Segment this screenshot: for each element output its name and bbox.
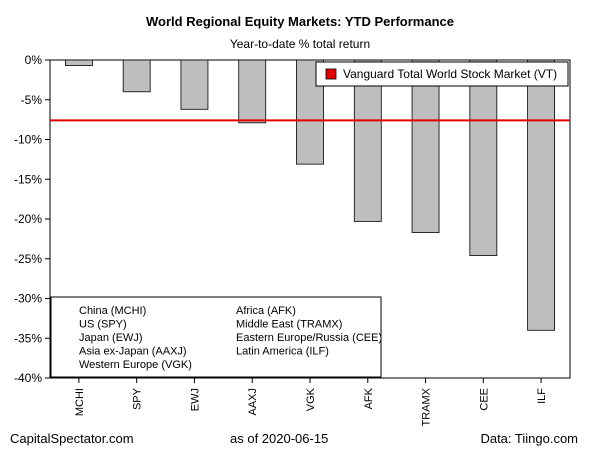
legend-swatch [325, 68, 337, 80]
bar-cee [469, 59, 498, 256]
legend-label: Vanguard Total World Stock Market (VT) [343, 67, 557, 81]
y-tick-label: -40% [14, 371, 42, 385]
bar-ewj [180, 59, 209, 110]
footer-source-site: CapitalSpectator.com [10, 431, 134, 446]
ticker-key-entry: US (SPY) [79, 319, 127, 331]
chart-subtitle: Year-to-date % total return [229, 37, 371, 51]
x-tick-label: AAXJ [247, 388, 259, 416]
footer-data-source: Data: Tiingo.com [480, 431, 578, 446]
y-tick-label: 0% [25, 53, 43, 67]
bar-mchi [64, 59, 93, 66]
x-tick-label: TRAMX [421, 387, 433, 426]
bar-afk [353, 59, 382, 222]
ticker-key-entry: China (MCHI) [79, 305, 146, 317]
y-tick-label: -25% [14, 252, 42, 266]
chart-title: World Regional Equity Markets: YTD Perfo… [146, 14, 454, 29]
bar-tramx [411, 59, 440, 233]
x-tick-label: VGK [305, 387, 317, 411]
x-tick-label: CEE [478, 388, 490, 411]
y-tick-label: -15% [14, 172, 42, 186]
ticker-key-entry: Eastern Europe/Russia (CEE) [236, 332, 382, 344]
y-tick-label: -35% [14, 331, 42, 345]
footer-date: as of 2020-06-15 [230, 431, 329, 446]
bar-aaxj [238, 59, 267, 124]
y-tick-label: -30% [14, 292, 42, 306]
x-tick-label: ILF [536, 388, 548, 404]
ticker-key-entry: Japan (EWJ) [79, 332, 143, 344]
bar-spy [122, 59, 151, 93]
x-tick-label: EWJ [189, 388, 201, 411]
bar-ilf [527, 59, 556, 331]
ticker-key-box [50, 296, 382, 378]
x-tick-label: MCHI [74, 388, 86, 416]
y-tick-label: -20% [14, 212, 42, 226]
ticker-key-entry: Middle East (TRAMX) [236, 319, 342, 331]
x-tick-label: AFK [363, 387, 375, 409]
ticker-key-entry: Western Europe (VGK) [79, 359, 192, 371]
y-tick-label: -5% [21, 93, 43, 107]
ticker-key-entry: Latin America (ILF) [236, 346, 329, 358]
legend-box [315, 61, 569, 87]
x-tick-label: SPY [132, 387, 144, 410]
ticker-key-entry: Asia ex-Japan (AAXJ) [79, 346, 187, 358]
y-tick-label: -10% [14, 133, 42, 147]
ticker-key-entry: Africa (AFK) [236, 305, 296, 317]
